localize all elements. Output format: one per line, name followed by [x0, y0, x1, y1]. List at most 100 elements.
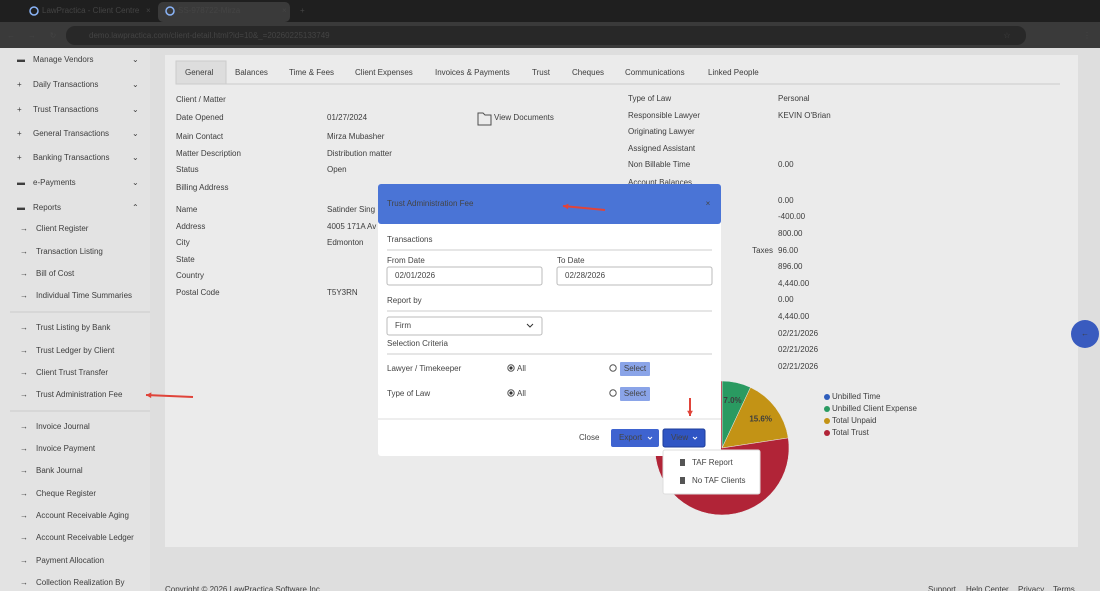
footer-link[interactable]: Support [928, 585, 957, 591]
report-link[interactable]: Invoice Journal [36, 422, 90, 431]
input-value: 02/28/2026 [565, 271, 606, 280]
input-value: 02/01/2026 [395, 271, 436, 280]
radio-label: All [517, 389, 526, 398]
report-arrow: → [20, 247, 28, 256]
tab[interactable]: Linked People [708, 68, 759, 77]
select-button-label: Select [624, 364, 647, 373]
menu-item[interactable]: Banking Transactions [33, 153, 110, 162]
field-label: Address [176, 222, 205, 231]
tab-close[interactable]: × [146, 6, 151, 15]
doc-icon [680, 459, 685, 466]
view-button[interactable] [662, 428, 706, 448]
report-arrow: → [20, 346, 28, 355]
menu-item[interactable]: Manage Vendors [33, 55, 94, 64]
browser-tab[interactable]: LawPractica - Client Centre [42, 6, 140, 15]
radio-select[interactable] [609, 389, 617, 397]
tab-favicon [165, 6, 175, 16]
report-link[interactable]: Bill of Cost [36, 269, 75, 278]
report-arrow: → [20, 444, 28, 453]
report-link[interactable]: Trust Listing by Bank [36, 323, 111, 332]
report-link[interactable]: Bank Journal [36, 466, 83, 475]
footer-link[interactable]: Terms [1053, 585, 1075, 591]
modal-section: Report by [387, 296, 422, 305]
field-value: Mirza Mubasher [327, 132, 385, 141]
address-bar[interactable] [66, 26, 1026, 45]
new-tab[interactable]: + [300, 6, 305, 15]
menu-chevron: ⌄ [132, 178, 139, 187]
report-link[interactable]: Trust Ledger by Client [36, 346, 115, 355]
radio-dot [509, 391, 513, 395]
nav-button[interactable]: → [28, 31, 36, 40]
export-button[interactable] [611, 429, 659, 447]
export-label: Export [619, 433, 643, 442]
tab-close[interactable]: × [282, 6, 287, 15]
from-input[interactable] [386, 266, 543, 286]
criteria-label: Type of Law [387, 389, 430, 398]
toolbar-icon[interactable]: ⋮ [1083, 31, 1091, 40]
menu-item[interactable]: Reports [33, 203, 61, 212]
float-icon: ← [1081, 329, 1089, 338]
report-link[interactable]: Account Receivable Aging [36, 511, 129, 520]
tab[interactable]: Client Expenses [355, 68, 413, 77]
field-value: Satinder Sing [327, 205, 375, 214]
menu-chevron: ⌄ [132, 80, 139, 89]
report-arrow: → [20, 390, 28, 399]
browser-tab[interactable]: SS-978722-Mirza [178, 6, 241, 15]
report-arrow: → [20, 466, 28, 475]
modal-close-x[interactable]: × [706, 199, 711, 208]
legend-entry: Unbilled Client Expense [832, 404, 917, 413]
report-link[interactable]: Payment Allocation [36, 556, 104, 565]
view-chevron [692, 436, 698, 440]
report-arrow: → [20, 291, 28, 300]
to-input[interactable] [556, 266, 713, 286]
export-chevron [647, 436, 653, 440]
report-arrow: → [20, 533, 28, 542]
float-button[interactable] [1071, 320, 1099, 348]
footer-link[interactable]: Help Center [966, 585, 1009, 591]
report-link[interactable]: Trust Administration Fee [36, 390, 123, 399]
pie-slice [721, 387, 789, 449]
report-link[interactable]: Invoice Payment [36, 444, 96, 453]
menu-item[interactable]: Daily Transactions [33, 80, 98, 89]
report-link[interactable]: Cheque Register [36, 489, 96, 498]
report-link[interactable]: Account Receivable Ledger [36, 533, 134, 542]
menu-chevron: ⌃ [132, 203, 139, 212]
menu-icon: + [17, 153, 22, 162]
menu-item[interactable]: General Transactions [33, 129, 109, 138]
tab[interactable]: Trust [532, 68, 551, 77]
tab[interactable]: General [185, 68, 214, 77]
menu-icon: + [17, 80, 22, 89]
radio-select[interactable] [609, 364, 617, 372]
report-link[interactable]: Transaction Listing [36, 247, 103, 256]
modal-section: Selection Criteria [387, 339, 448, 348]
menu-item[interactable]: e-Payments [33, 178, 76, 187]
field-label: Type of Law [628, 94, 671, 103]
close-button[interactable]: Close [579, 433, 600, 442]
nav-button[interactable]: ↻ [50, 31, 57, 40]
field-value: 02/21/2026 [778, 345, 819, 354]
link[interactable]: View Documents [494, 113, 554, 122]
tab[interactable]: Balances [235, 68, 268, 77]
report-link[interactable]: Client Trust Transfer [36, 368, 108, 377]
select-button[interactable] [620, 387, 650, 401]
field-label: Main Contact [176, 132, 224, 141]
tab[interactable]: Communications [625, 68, 685, 77]
report-link[interactable]: Collection Realization By [36, 578, 125, 587]
tab[interactable]: Invoices & Payments [435, 68, 510, 77]
toolbar-icon[interactable]: ☆ [1003, 31, 1010, 40]
field-value: 02/21/2026 [778, 362, 819, 371]
menu-option[interactable]: No TAF Clients [692, 476, 746, 485]
field-label: Non Billable Time [628, 160, 691, 169]
menu-item[interactable]: Trust Transactions [33, 105, 99, 114]
nav-button[interactable]: ← [7, 31, 15, 40]
footer-link[interactable]: Privacy [1018, 585, 1044, 591]
select-button[interactable] [620, 362, 650, 376]
report-select[interactable] [386, 316, 543, 336]
report-link[interactable]: Client Register [36, 224, 89, 233]
report-link[interactable]: Individual Time Summaries [36, 291, 132, 300]
menu-chevron: ⌄ [132, 153, 139, 162]
menu-option[interactable]: TAF Report [692, 458, 734, 467]
tab[interactable]: Time & Fees [289, 68, 334, 77]
tab[interactable]: Cheques [572, 68, 604, 77]
